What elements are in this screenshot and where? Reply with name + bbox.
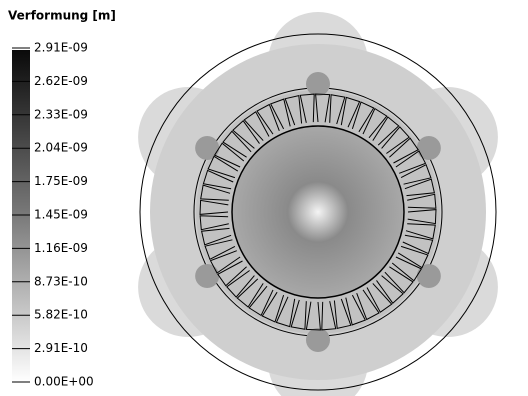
legend-label: 1.75E-09 [34, 174, 88, 188]
bolt-hole [306, 72, 330, 96]
bolt-hole [417, 264, 441, 288]
page: Verformung [m] 2.91E-09 2.62E-09 2.33E-09 2… [0, 0, 528, 396]
bolt-hole [306, 328, 330, 352]
legend-title: Verformung [m] [8, 9, 116, 23]
legend-label: 1.16E-09 [34, 241, 88, 255]
legend-label: 2.91E-10 [34, 341, 88, 355]
legend-label: 5.82E-10 [34, 308, 88, 322]
legend-label: 2.04E-09 [34, 141, 88, 155]
legend-label: 0.00E+00 [34, 375, 94, 389]
legend-label: 2.33E-09 [34, 107, 88, 121]
legend-label: 8.73E-10 [34, 274, 88, 288]
color-bar [12, 50, 30, 382]
bolt-hole [195, 264, 219, 288]
bolt-hole [195, 136, 219, 160]
rotor-bore [232, 126, 404, 298]
stator-model [138, 12, 498, 396]
legend-label: 2.91E-09 [34, 41, 88, 55]
legend-label: 1.45E-09 [34, 208, 88, 222]
bolt-hole [417, 136, 441, 160]
fem-view: Verformung [m] 2.91E-09 2.62E-09 2.33E-09 2… [0, 0, 528, 396]
legend-label: 2.62E-09 [34, 74, 88, 88]
